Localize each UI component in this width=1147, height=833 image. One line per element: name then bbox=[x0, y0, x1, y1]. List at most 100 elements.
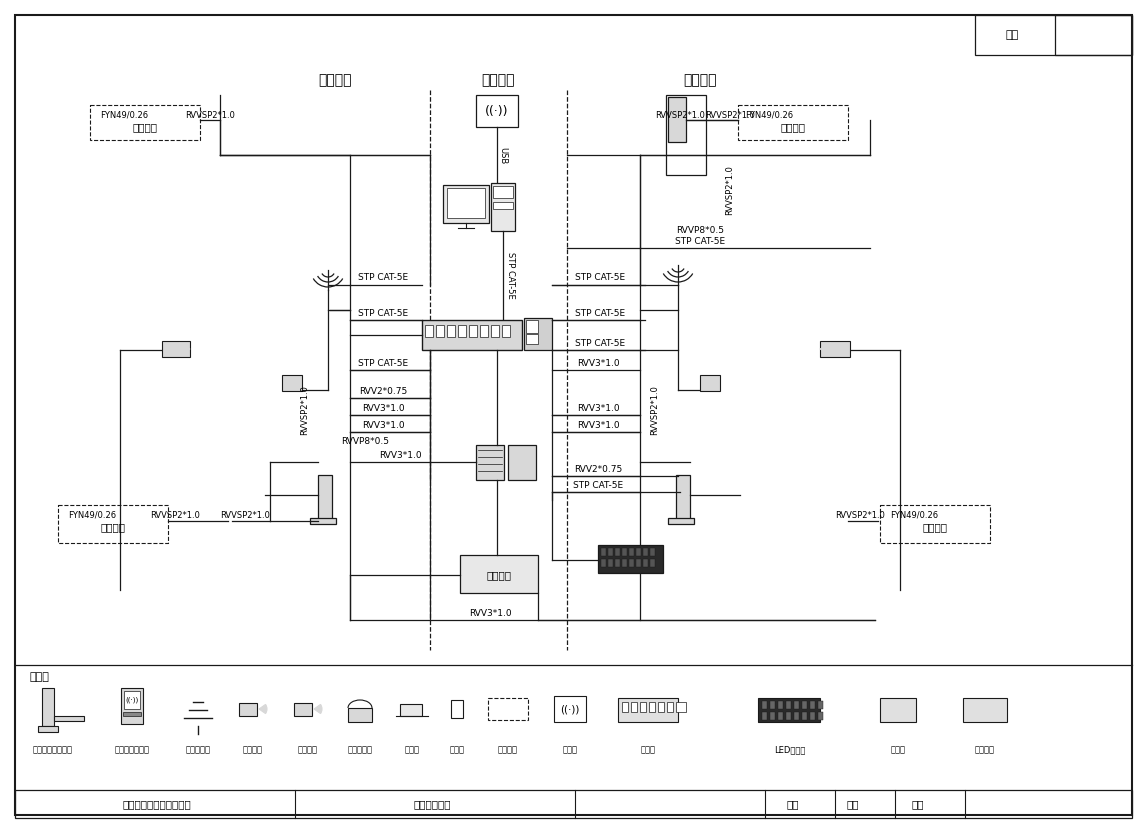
Text: 复核: 复核 bbox=[846, 799, 859, 809]
Bar bbox=[786, 701, 791, 709]
Text: RVVSP2*1.0: RVVSP2*1.0 bbox=[655, 111, 705, 119]
Bar bbox=[631, 702, 637, 712]
Bar bbox=[802, 712, 807, 720]
Bar bbox=[666, 95, 707, 175]
Text: 岗亭设备: 岗亭设备 bbox=[482, 73, 515, 87]
Bar bbox=[554, 696, 586, 722]
Text: RVV2*0.75: RVV2*0.75 bbox=[359, 387, 407, 396]
Bar bbox=[310, 518, 336, 524]
Bar bbox=[124, 691, 140, 709]
Bar bbox=[618, 698, 678, 722]
Bar bbox=[622, 548, 627, 556]
Text: RVV2*0.75: RVV2*0.75 bbox=[574, 465, 622, 473]
Bar bbox=[810, 701, 816, 709]
Bar bbox=[622, 702, 629, 712]
Text: RVVP8*0.5: RVVP8*0.5 bbox=[676, 226, 724, 235]
Bar bbox=[493, 202, 513, 209]
Bar bbox=[643, 548, 648, 556]
Bar bbox=[794, 712, 799, 720]
Bar bbox=[451, 700, 463, 718]
Bar bbox=[491, 183, 515, 231]
Text: 抓拍线圈: 抓拍线圈 bbox=[922, 522, 947, 532]
Bar bbox=[422, 320, 522, 350]
Bar bbox=[820, 341, 850, 357]
Bar bbox=[643, 559, 648, 567]
Bar bbox=[15, 790, 1132, 818]
Bar bbox=[608, 559, 612, 567]
Text: RVVSP2*1.0: RVVSP2*1.0 bbox=[185, 111, 235, 119]
Bar bbox=[700, 375, 720, 391]
Bar bbox=[38, 726, 58, 732]
Bar bbox=[963, 698, 1007, 722]
Text: RVV3*1.0: RVV3*1.0 bbox=[361, 421, 404, 430]
Bar bbox=[668, 518, 694, 524]
Text: ((·)): ((·)) bbox=[561, 705, 579, 715]
Bar bbox=[762, 701, 767, 709]
Text: 距离读卡器: 距离读卡器 bbox=[186, 746, 211, 755]
Bar bbox=[880, 505, 990, 543]
Text: RVVSP2*1.0: RVVSP2*1.0 bbox=[220, 511, 270, 520]
Text: 供电单元: 供电单元 bbox=[975, 746, 994, 755]
Bar bbox=[1055, 15, 1132, 55]
Bar bbox=[738, 105, 848, 140]
Bar bbox=[601, 548, 606, 556]
Bar bbox=[802, 701, 807, 709]
Bar bbox=[810, 712, 816, 720]
Bar bbox=[786, 712, 791, 720]
Bar bbox=[508, 445, 536, 480]
Text: 入口设备: 入口设备 bbox=[684, 73, 717, 87]
Bar bbox=[476, 95, 518, 127]
Text: ((·)): ((·)) bbox=[485, 104, 509, 117]
Text: LED显示屏: LED显示屏 bbox=[774, 746, 805, 755]
Bar bbox=[469, 325, 477, 337]
Text: RVVSP2*1.0: RVVSP2*1.0 bbox=[726, 165, 734, 215]
Text: 读卡器: 读卡器 bbox=[562, 746, 577, 755]
Bar bbox=[443, 185, 489, 223]
Text: STP CAT-5E: STP CAT-5E bbox=[674, 237, 725, 246]
Bar bbox=[658, 702, 664, 712]
Bar bbox=[615, 559, 621, 567]
Bar bbox=[975, 15, 1132, 55]
Bar bbox=[615, 548, 621, 556]
Text: 出口设备: 出口设备 bbox=[318, 73, 352, 87]
Bar bbox=[282, 375, 302, 391]
Text: 抓拍线圈: 抓拍线圈 bbox=[133, 122, 157, 132]
Bar bbox=[676, 475, 690, 520]
Bar bbox=[629, 559, 634, 567]
Bar bbox=[460, 555, 538, 593]
Text: 设计单位或集成单位名称: 设计单位或集成单位名称 bbox=[123, 799, 192, 809]
Bar bbox=[348, 708, 372, 722]
Text: STP CAT-5E: STP CAT-5E bbox=[358, 358, 408, 367]
Bar bbox=[89, 105, 200, 140]
Bar bbox=[640, 702, 646, 712]
Bar bbox=[762, 712, 767, 720]
Text: 地感线圈: 地感线圈 bbox=[498, 746, 518, 755]
Bar bbox=[778, 712, 783, 720]
Text: RVVSP2*1.0: RVVSP2*1.0 bbox=[705, 111, 755, 119]
Text: STP CAT-5E: STP CAT-5E bbox=[506, 252, 515, 298]
Text: STP CAT-5E: STP CAT-5E bbox=[575, 338, 625, 347]
Text: RVV3*1.0: RVV3*1.0 bbox=[469, 608, 512, 617]
Bar bbox=[491, 325, 499, 337]
Bar bbox=[758, 698, 820, 722]
Text: FYN49/0.26: FYN49/0.26 bbox=[100, 111, 148, 119]
Text: 补光灯: 补光灯 bbox=[405, 746, 420, 755]
Text: 设计: 设计 bbox=[787, 799, 799, 809]
Text: RVV3*1.0: RVV3*1.0 bbox=[577, 421, 619, 430]
Bar bbox=[635, 559, 641, 567]
Bar bbox=[162, 341, 190, 357]
Bar bbox=[629, 548, 634, 556]
Text: 出入口控制终端: 出入口控制终端 bbox=[115, 746, 149, 755]
Bar bbox=[668, 97, 686, 142]
Text: RVVP8*0.5: RVVP8*0.5 bbox=[341, 436, 389, 446]
Bar bbox=[42, 688, 54, 726]
Bar bbox=[318, 475, 331, 520]
Bar bbox=[436, 325, 444, 337]
Bar bbox=[123, 712, 141, 716]
Bar bbox=[294, 703, 312, 716]
Bar bbox=[239, 703, 257, 716]
Wedge shape bbox=[178, 343, 190, 355]
Text: RVVSP2*1.0: RVVSP2*1.0 bbox=[150, 511, 200, 520]
Text: STP CAT-5E: STP CAT-5E bbox=[358, 273, 408, 282]
Text: 视频一体机: 视频一体机 bbox=[348, 746, 373, 755]
